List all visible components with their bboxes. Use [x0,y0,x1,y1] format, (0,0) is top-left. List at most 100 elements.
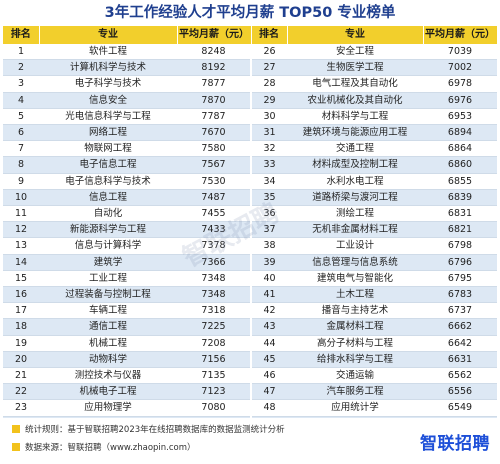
major-cell: 信息工程 [39,189,177,207]
major-cell: 应用统计学 [287,399,423,417]
table-row: 4 信息安全 7870 29 农业机械化及其自动化 6976 [3,92,497,109]
major-cell: 信息安全 [39,92,177,109]
major-cell: 自动化 [39,205,177,223]
major-cell: 高分子材料与工程 [287,335,423,352]
major-cell: 计算机科学与技术 [39,59,177,77]
major-cell: 机械工程 [39,335,177,352]
rank-cell: 42 [250,302,287,320]
rank-cell: 29 [250,92,287,109]
salary-cell: 7123 [177,383,251,401]
yellow-square-icon [12,424,20,433]
rank-cell: 21 [3,367,39,385]
table-row: 9 电子信息科学与技术 7530 34 水利水电工程 6855 [3,173,497,190]
major-cell: 金属材料工程 [287,318,423,336]
salary-cell: 8248 [177,44,251,61]
major-cell: 交通运输 [287,367,423,385]
rank-cell: 7 [3,140,39,158]
rank-cell: 14 [3,254,39,271]
major-cell: 信息管理与信息系统 [287,254,423,271]
rank-cell: 6 [3,124,39,142]
rank-cell: 1 [3,44,39,61]
major-cell: 网络工程 [39,124,177,142]
rank-cell: 5 [3,108,39,126]
zhaopin-logo: 智联招聘 [420,428,490,454]
rank-cell: 37 [250,221,287,239]
salary-cell: 7787 [177,108,251,126]
rank-cell: 18 [3,318,39,336]
major-cell: 通信工程 [39,318,177,336]
table-row: 18 通信工程 7225 43 金属材料工程 6662 [3,318,497,336]
rank-cell: 19 [3,335,39,352]
stat-rule-text: 统计规则：基于智联招聘2023年在线招聘数据库的数据监测统计分析 [25,425,285,435]
rank-cell: 44 [250,335,287,352]
major-cell: 软件工程 [39,44,177,61]
major-cell: 光电信息科学与工程 [39,108,177,126]
table-row: 19 机械工程 7208 44 高分子材料与工程 6642 [3,335,497,352]
footer: 统计规则：基于智联招聘2023年在线招聘数据库的数据监测统计分析 数据来源：智联… [0,418,500,464]
rank-cell: 11 [3,205,39,223]
table-row: 16 过程装备与控制工程 7348 41 土木工程 6783 [3,286,497,304]
rank-cell: 43 [250,318,287,336]
salary-cell: 7225 [177,318,251,336]
salary-cell: 7348 [177,286,251,304]
major-cell: 给排水科学与工程 [287,351,423,369]
salary-cell: 6864 [423,140,497,158]
salary-cell: 7080 [177,399,251,417]
major-cell: 应用物理学 [39,399,177,417]
header-major-left: 专业 [39,26,178,44]
salary-cell: 7348 [177,270,251,288]
rank-cell: 17 [3,302,39,320]
salary-cell: 6737 [423,302,497,320]
rank-cell: 26 [250,44,287,61]
rank-cell: 33 [250,156,287,174]
data-source-text: 数据来源：智联招聘（www.zhaopin.com） [25,443,196,453]
major-cell: 物联网工程 [39,140,177,158]
salary-cell: 6855 [423,173,497,190]
major-cell: 测绘工程 [287,205,423,223]
salary-cell: 6642 [423,335,497,352]
rank-cell: 23 [3,399,39,417]
salary-cell: 7870 [177,92,251,109]
salary-cell: 7135 [177,367,251,385]
major-cell: 汽车服务工程 [287,383,423,401]
salary-cell: 6798 [423,237,497,255]
salary-cell: 6562 [423,367,497,385]
rank-cell: 4 [3,92,39,109]
header-rank-left: 排名 [3,26,40,44]
major-cell: 材料成型及控制工程 [287,156,423,174]
table-row: 14 建筑学 7366 39 信息管理与信息系统 6796 [3,254,497,271]
rank-cell: 47 [250,383,287,401]
rank-cell: 32 [250,140,287,158]
salary-cell: 6631 [423,351,497,369]
major-cell: 过程装备与控制工程 [39,286,177,304]
salary-cell: 6795 [423,270,497,288]
page-title: 3年工作经验人才平均月薪 TOP50 专业榜单 [104,5,396,21]
rank-cell: 31 [250,124,287,142]
rank-cell: 34 [250,173,287,190]
major-cell: 信息与计算科学 [39,237,177,255]
major-cell: 材料科学与工程 [287,108,423,126]
major-cell: 农业机械化及其自动化 [287,92,423,109]
table-row: 12 新能源科学与工程 7433 37 无机非金属材料工程 6821 [3,221,497,239]
salary-cell: 6783 [423,286,497,304]
major-cell: 动物科学 [39,351,177,369]
salary-cell: 6894 [423,124,497,142]
header-salary-left: 平均月薪（元） [177,26,252,44]
salary-cell: 7039 [423,44,497,61]
table-row: 15 工业工程 7348 40 建筑电气与智能化 6795 [3,270,497,288]
rank-cell: 39 [250,254,287,271]
salary-cell: 7580 [177,140,251,158]
salary-cell: 7002 [423,59,497,77]
table-row: 22 机械电子工程 7123 47 汽车服务工程 6556 [3,383,497,401]
rank-cell: 3 [3,75,39,93]
table-row: 7 物联网工程 7580 32 交通工程 6864 [3,140,497,158]
major-cell: 工业工程 [39,270,177,288]
table-header-row: 排名 专业 平均月薪（元） 排名 专业 平均月薪（元） [3,26,498,44]
table-row: 23 应用物理学 7080 48 应用统计学 6549 [3,399,497,417]
salary-cell: 7433 [177,221,251,239]
major-cell: 无机非金属材料工程 [287,221,423,239]
salary-cell: 7455 [177,205,251,223]
header-salary-right: 平均月薪（元） [423,26,498,44]
table-row: 8 电子信息工程 7567 33 材料成型及控制工程 6860 [3,156,497,174]
major-cell: 测控技术与仪器 [39,367,177,385]
